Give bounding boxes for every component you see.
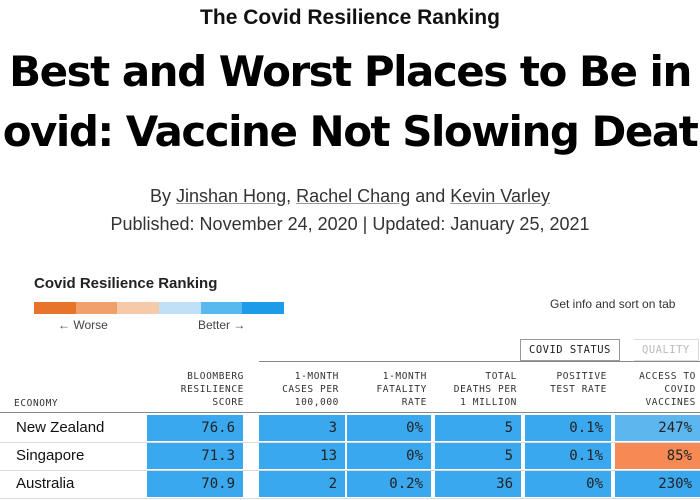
column-header-resilience-score[interactable]: BLOOMBERG RESILIENCE SCORE — [180, 371, 244, 408]
headline-line-2: ovid: Vaccine Not Slowing Deat — [2, 107, 699, 156]
row-divider — [0, 442, 700, 443]
kicker: The Covid Resilience Ranking — [200, 6, 500, 29]
table-cell: 3 — [259, 415, 345, 441]
table-cell: 0% — [347, 443, 431, 469]
column-group-divider — [259, 361, 700, 362]
column-header-vaccine-access[interactable]: ACCESS TO COVID VACCINES — [639, 371, 696, 408]
table-cell: 70.9 — [147, 471, 243, 497]
tab-covid-status[interactable]: COVID STATUS — [520, 339, 620, 361]
table-cell: 0% — [525, 471, 611, 497]
table-cell: 0.2% — [347, 471, 431, 497]
legend-swatch — [34, 302, 76, 314]
table-cell: 0.1% — [525, 443, 611, 469]
table-cell: 247% — [615, 415, 700, 441]
economy-name: Australia — [16, 475, 75, 492]
table-cell: 13 — [259, 443, 345, 469]
sort-hint: Get info and sort on tab — [550, 297, 676, 311]
tab-quality[interactable]: QUALITY — [634, 339, 699, 361]
table-cell: 0.1% — [525, 415, 611, 441]
byline-and: and — [415, 186, 446, 206]
byline: By Jinshan Hong, Rachel Chang and Kevin … — [0, 186, 700, 207]
table-row[interactable]: Singapore 71.3 13 0% 5 0.1% 85% — [0, 442, 700, 470]
column-header-cases-per-100k[interactable]: 1-MONTH CASES PER 100,000 — [282, 371, 339, 408]
byline-comma: , — [286, 186, 292, 206]
headline-line-1: Best and Worst Places to Be in — [9, 47, 692, 96]
legend-title: Covid Resilience Ranking — [34, 275, 218, 292]
dateline: Published: November 24, 2020 | Updated: … — [110, 214, 590, 234]
table-row[interactable]: New Zealand 76.6 3 0% 5 0.1% 247% — [0, 414, 700, 442]
economy-name: New Zealand — [16, 419, 105, 436]
column-header-positive-test-rate[interactable]: POSITIVE TEST RATE — [550, 371, 607, 395]
table-cell: 76.6 — [147, 415, 243, 441]
table-cell: 5 — [435, 443, 521, 469]
table-cell: 0% — [347, 415, 431, 441]
byline-prefix: By — [149, 186, 171, 206]
author-link-jinshan-hong[interactable]: Jinshan Hong — [176, 186, 287, 206]
table-cell: 2 — [259, 471, 345, 497]
table-cell: 85% — [615, 443, 700, 469]
table-header-rule — [0, 412, 700, 413]
legend-color-scale — [34, 302, 285, 314]
table-cell: 36 — [435, 471, 521, 497]
author-link-rachel-chang[interactable]: Rachel Chang — [296, 186, 411, 206]
legend-worse-label: ← Worse — [58, 318, 108, 332]
author-link-kevin-varley[interactable]: Kevin Varley — [450, 186, 550, 206]
legend-swatch — [159, 302, 201, 314]
legend-better-label: Better → — [198, 318, 246, 332]
table-row[interactable]: Australia 70.9 2 0.2% 36 0% 230% — [0, 470, 700, 498]
column-header-fatality-rate[interactable]: 1-MONTH FATALITY RATE — [376, 371, 427, 408]
table-cell: 230% — [615, 471, 700, 497]
column-header-deaths-per-million[interactable]: TOTAL DEATHS PER 1 MILLION — [453, 371, 517, 408]
column-header-economy[interactable]: ECONOMY — [14, 398, 59, 409]
legend-swatch — [200, 302, 243, 314]
row-divider — [0, 470, 700, 471]
table-cell: 71.3 — [147, 443, 243, 469]
legend-swatch — [117, 302, 160, 314]
row-divider — [0, 498, 700, 499]
legend-swatch — [242, 302, 285, 314]
economy-name: Singapore — [16, 447, 85, 464]
legend-swatch — [75, 302, 118, 314]
table-cell: 5 — [435, 415, 521, 441]
